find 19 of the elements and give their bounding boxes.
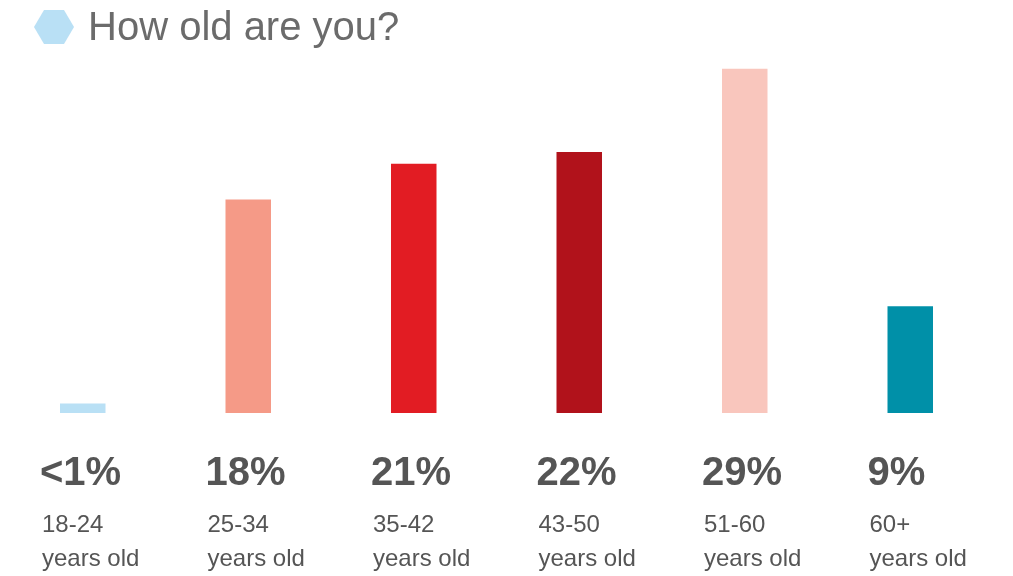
x-tick-label: 43-50 years old [538, 510, 636, 571]
bar [390, 163, 437, 413]
data-label: <1% [39, 449, 122, 493]
bar [721, 68, 768, 413]
data-label: 21% [370, 449, 452, 493]
data-label: 29% [701, 449, 783, 493]
chart-title: How old are you? [88, 4, 400, 49]
data-label: 18% [205, 449, 286, 493]
bar [887, 306, 934, 413]
x-tick-label: 35-42 years old [372, 510, 471, 571]
x-tick-label: 25-34 years old [207, 510, 305, 571]
data-label: 22% [536, 449, 617, 493]
x-tick-label: 60+ years old [869, 510, 967, 571]
bar [59, 403, 106, 413]
data-label: 9% [867, 449, 926, 493]
bar [556, 151, 603, 413]
x-tick-label: 51-60 years old [703, 510, 802, 571]
x-tick-label: 18-24 years old [41, 510, 140, 571]
bar [225, 199, 272, 413]
